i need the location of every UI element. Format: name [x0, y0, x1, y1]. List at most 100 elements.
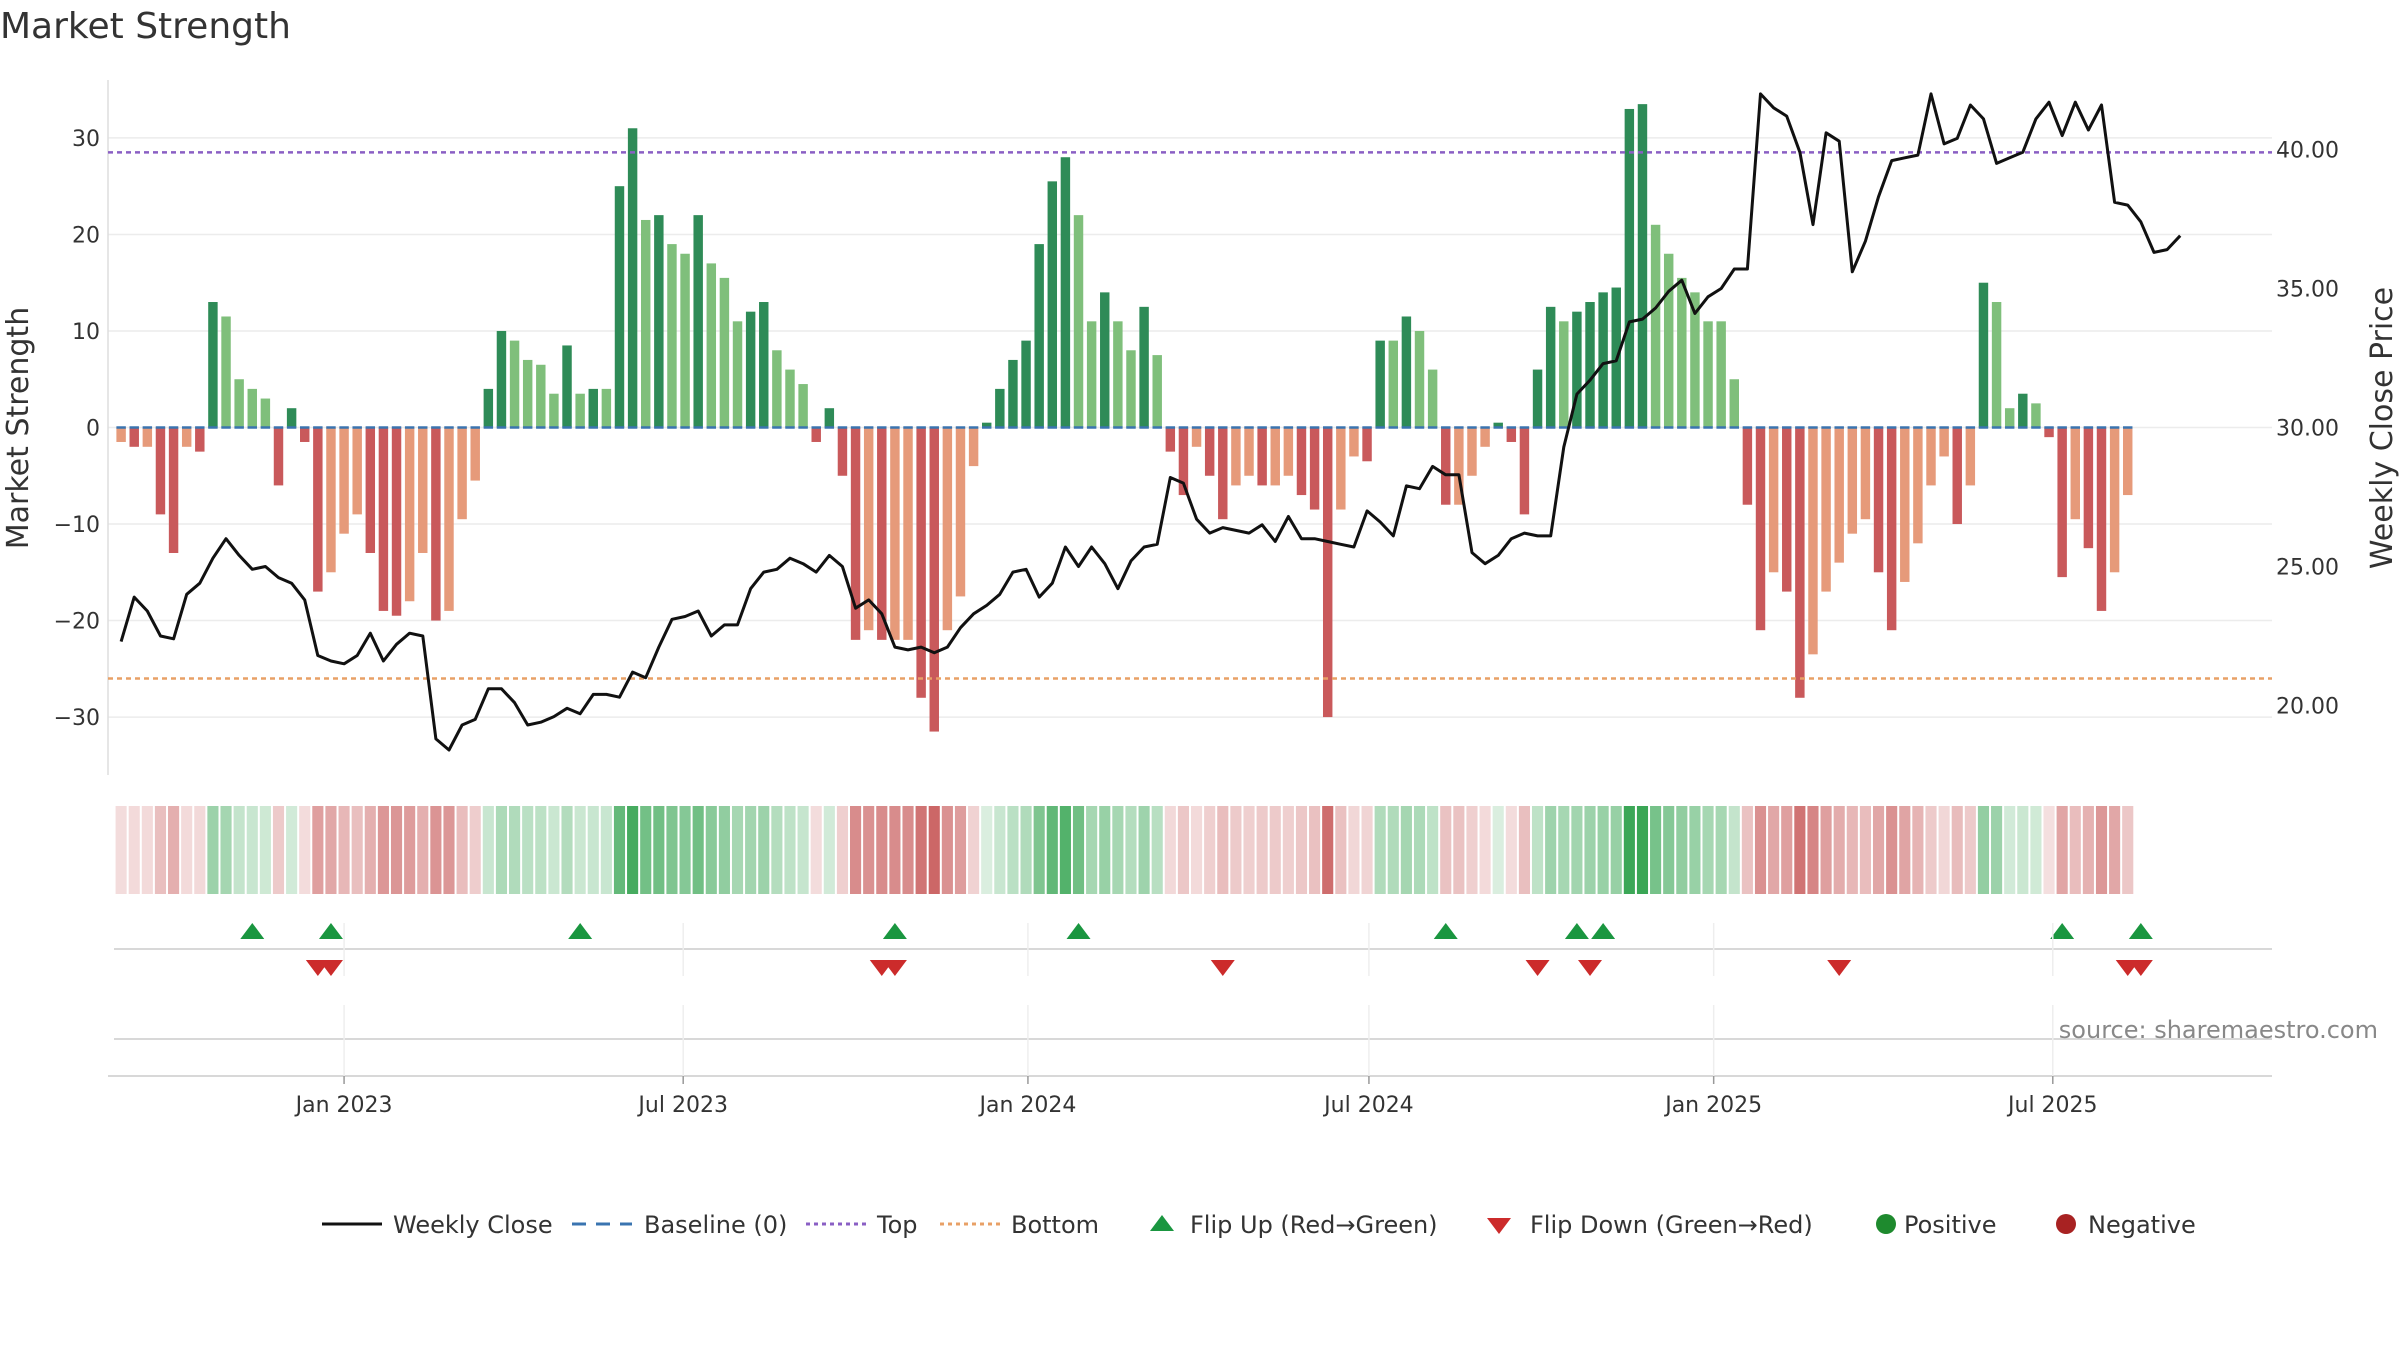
strength-bar — [470, 427, 480, 481]
strip-cell — [1912, 806, 1924, 894]
flip-up-marker — [2128, 923, 2153, 939]
strength-bar — [181, 427, 192, 447]
left-axis-title: Market Strength — [1, 307, 36, 549]
reference-lines — [108, 151, 2272, 680]
strength-bar — [260, 398, 271, 428]
strength-bar — [1231, 427, 1241, 486]
strip-cell — [1846, 806, 1858, 894]
strength-bar — [1401, 316, 1412, 428]
strength-bar — [772, 350, 782, 428]
strip-cell — [1125, 806, 1137, 894]
strength-bar — [995, 388, 1005, 428]
strip-cell — [2109, 806, 2121, 894]
strip-cell — [1571, 806, 1583, 894]
strength-bar — [1480, 427, 1490, 447]
strength-bar — [1454, 427, 1464, 505]
strength-bar — [221, 316, 231, 428]
strip-cell — [1676, 806, 1688, 894]
left-tick-label: 20 — [72, 223, 100, 248]
strength-bar — [1152, 355, 1162, 428]
strength-bar — [1493, 422, 1503, 428]
strength-bar — [247, 388, 257, 428]
strength-bar — [1585, 302, 1595, 428]
left-tick-label: −10 — [54, 513, 100, 538]
strip-cell — [1886, 806, 1898, 894]
right-tick-label: 35.00 — [2276, 278, 2339, 303]
strength-bar — [352, 427, 362, 515]
strength-bar — [195, 427, 205, 452]
strength-bar — [1296, 427, 1307, 496]
strip-cell — [1636, 806, 1649, 894]
left-tick-label: −20 — [54, 610, 100, 635]
strength-bar — [1926, 427, 1936, 486]
strip-cell — [692, 806, 704, 894]
strength-bar — [1139, 306, 1149, 428]
strip-cell — [1164, 806, 1176, 894]
flip-down-marker — [1525, 960, 1550, 976]
strip-cell — [430, 806, 442, 894]
strip-cell — [1715, 806, 1727, 894]
strip-cell — [784, 806, 796, 894]
strip-cell — [390, 806, 403, 894]
strip-cell — [1820, 806, 1832, 894]
right-tick-label: 20.00 — [2276, 695, 2339, 720]
strength-bar — [942, 427, 953, 631]
strength-bar — [1637, 104, 1648, 428]
strength-bar — [1991, 302, 2002, 428]
legend-item: Positive — [1876, 1211, 1997, 1239]
strength-bar — [1900, 427, 1910, 582]
strip-cell — [443, 806, 455, 894]
strength-bar — [850, 427, 861, 640]
strength-bar — [732, 321, 743, 428]
strip-cell — [1020, 806, 1032, 894]
strength-bar — [890, 427, 900, 640]
strip-cell — [1256, 806, 1268, 894]
strip-cell — [1492, 806, 1504, 894]
strength-bar — [1742, 427, 1753, 505]
strip-cell — [797, 806, 809, 894]
strength-bar — [116, 427, 126, 442]
strip-cell — [1086, 806, 1098, 894]
legend-swatch — [1487, 1218, 1511, 1234]
strip-cell — [1623, 806, 1635, 894]
strip-cell — [469, 806, 481, 894]
x-axis-ticks: Jan 2023 Jul 2023 Jan 2024 Jul 2024 Jan 2025… — [294, 1076, 2098, 1118]
strip-cell — [1440, 806, 1452, 894]
strip-cell — [1663, 806, 1675, 894]
strength-bar — [391, 427, 402, 616]
strip-cell — [1387, 806, 1399, 894]
strength-bar — [1677, 277, 1687, 428]
strip-cell — [338, 806, 350, 894]
x-grid — [343, 923, 2054, 1076]
strength-bar — [2004, 408, 2015, 428]
right-tick-label: 30.00 — [2276, 417, 2339, 442]
strength-bar — [273, 427, 284, 486]
strength-bar — [536, 364, 546, 428]
strip-cell — [1728, 806, 1740, 894]
strength-bar — [667, 244, 677, 428]
strength-bar — [1532, 369, 1543, 428]
strip-cell — [928, 806, 940, 894]
strength-bar — [759, 302, 769, 428]
strength-bar — [1388, 340, 1399, 428]
strength-bar — [811, 427, 821, 442]
strip-cell — [1899, 806, 1911, 894]
flip-down-marker — [1578, 960, 1603, 976]
strength-bar — [549, 393, 559, 428]
weekly-close-line — [119, 92, 2182, 752]
strip-cell — [2095, 806, 2108, 894]
strip-cell — [495, 806, 508, 894]
strength-bar — [1506, 427, 1517, 442]
strip-cell — [1033, 806, 1045, 894]
strength-bar — [509, 340, 520, 428]
strip-cell — [1558, 806, 1570, 894]
strip-cell — [823, 806, 835, 894]
strip-cell — [1191, 806, 1203, 894]
strip-cell — [1322, 806, 1334, 894]
legend-label: Baseline (0) — [644, 1211, 787, 1239]
strip-cell — [2004, 806, 2016, 894]
flip-up-marker — [1591, 923, 1616, 939]
flip-down-marker — [1210, 960, 1235, 976]
strength-bar — [1073, 215, 1084, 428]
